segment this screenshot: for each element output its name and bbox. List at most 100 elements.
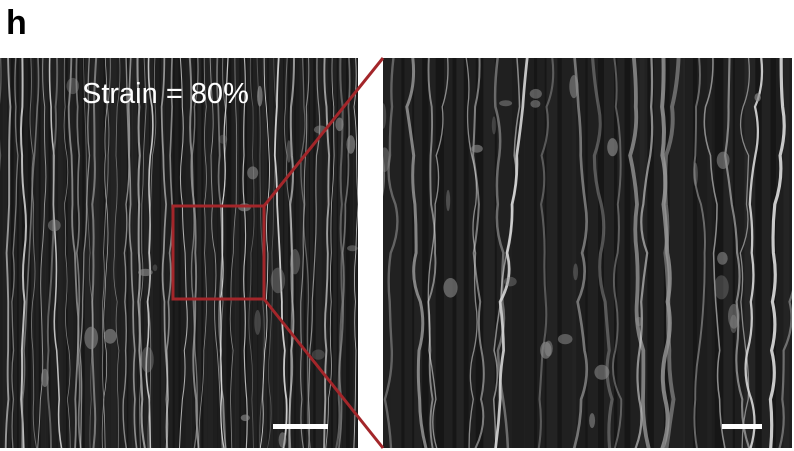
fiber-strand xyxy=(79,58,91,448)
debris-flake xyxy=(589,413,596,429)
texture-band xyxy=(744,58,756,448)
texture-band xyxy=(783,58,792,448)
debris-flake xyxy=(443,278,458,298)
fiber-strand xyxy=(160,58,169,448)
debris-flake xyxy=(544,340,553,357)
debris-flake xyxy=(471,144,483,153)
fiber-strand xyxy=(67,58,80,448)
texture-band xyxy=(128,58,133,448)
texture-band xyxy=(165,58,169,448)
texture-band xyxy=(315,58,322,448)
texture-band xyxy=(349,58,355,448)
debris-flake xyxy=(254,309,261,335)
right-scale-bar xyxy=(722,424,762,429)
texture-band xyxy=(2,58,8,448)
fiber-strand xyxy=(48,58,63,448)
debris-flake xyxy=(717,251,728,265)
texture-band xyxy=(273,58,279,448)
texture-band xyxy=(561,58,577,448)
panel-letter: h xyxy=(6,4,27,42)
left-scale-bar xyxy=(273,424,328,429)
texture-band xyxy=(40,58,46,448)
fiber-strand xyxy=(492,58,521,448)
texture-band xyxy=(669,58,686,448)
texture-band xyxy=(31,58,35,448)
texture-band xyxy=(137,58,144,448)
debris-flake xyxy=(347,245,358,252)
fiber-strand xyxy=(739,58,750,448)
texture-band xyxy=(45,58,49,448)
fiber-strand xyxy=(82,58,94,448)
debris-flake xyxy=(607,138,618,157)
fiber-strand xyxy=(147,58,157,448)
fiber-strand xyxy=(145,58,154,448)
debris-flake xyxy=(218,134,228,144)
debris-flake xyxy=(716,151,730,169)
debris-flake xyxy=(289,249,301,275)
debris-flake xyxy=(730,314,738,333)
texture-band xyxy=(299,58,304,448)
texture-band xyxy=(546,58,558,448)
texture-band xyxy=(414,58,423,448)
debris-flake xyxy=(311,349,325,360)
fiber-strand xyxy=(139,58,147,448)
texture-band xyxy=(404,58,413,448)
texture-band xyxy=(383,58,391,448)
fiber-strand xyxy=(663,58,681,448)
fiber-strand xyxy=(572,58,589,448)
texture-band xyxy=(761,58,771,448)
fiber-strand xyxy=(693,58,706,448)
debris-flake xyxy=(446,189,451,212)
right-fiber-texture xyxy=(383,58,792,448)
debris-flake xyxy=(530,100,541,108)
debris-flake xyxy=(346,135,356,154)
fiber-strand xyxy=(37,58,47,448)
texture-band xyxy=(456,58,464,448)
texture-band xyxy=(353,58,358,448)
fiber-strand xyxy=(405,58,428,448)
texture-band xyxy=(483,58,495,448)
texture-band xyxy=(587,58,599,448)
debris-flake xyxy=(499,100,513,107)
fiber-strand xyxy=(427,58,449,448)
debris-flake xyxy=(257,85,263,107)
texture-band xyxy=(234,58,240,448)
fiber-strand xyxy=(660,58,672,448)
debris-flake xyxy=(635,316,643,327)
texture-band xyxy=(84,58,91,448)
debris-flake xyxy=(557,334,573,345)
texture-band xyxy=(511,58,526,448)
texture-band xyxy=(149,58,154,448)
fiber-strand xyxy=(494,58,529,448)
debris-flake xyxy=(240,414,250,422)
texture-band xyxy=(617,58,625,448)
debris-flake xyxy=(529,88,542,99)
fiber-strand xyxy=(768,58,786,448)
fiber-strand xyxy=(537,58,555,448)
debris-flake xyxy=(728,303,740,329)
texture-band xyxy=(18,58,22,448)
texture-band xyxy=(723,58,733,448)
left-fiber-texture xyxy=(0,58,358,448)
debris-flake xyxy=(47,219,61,232)
debris-flake xyxy=(503,276,517,287)
texture-band xyxy=(683,58,693,448)
debris-flake xyxy=(383,147,390,172)
fiber-strand xyxy=(591,58,614,448)
fiber-strand xyxy=(122,58,130,448)
fiber-strand xyxy=(101,58,111,448)
texture-band xyxy=(197,58,202,448)
texture-band xyxy=(639,58,648,448)
debris-flake xyxy=(152,264,158,272)
fiber-strand xyxy=(127,58,138,448)
texture-band xyxy=(24,58,28,448)
texture-band xyxy=(653,58,664,448)
texture-band xyxy=(603,58,615,448)
fiber-strand xyxy=(465,58,478,448)
texture-band xyxy=(309,58,314,448)
texture-band xyxy=(537,58,545,448)
texture-band xyxy=(338,58,343,448)
texture-band xyxy=(67,58,74,448)
texture-band xyxy=(50,58,57,448)
fiber-strand xyxy=(21,58,40,448)
